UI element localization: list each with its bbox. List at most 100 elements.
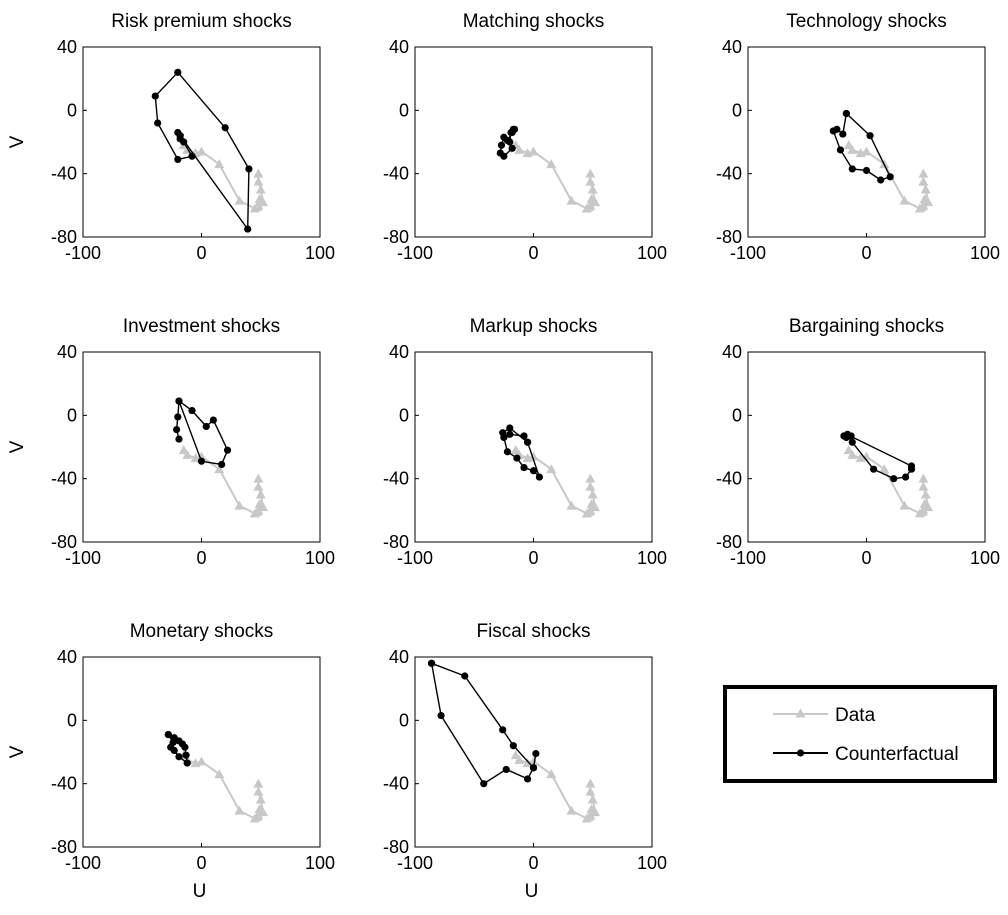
x-tick-label: -100 [730, 548, 766, 568]
counterfactual-point [183, 759, 191, 767]
counterfactual-point [209, 416, 217, 424]
data-point [590, 807, 601, 817]
y-tick-label: -80 [716, 227, 742, 247]
y-tick-label: -80 [51, 837, 77, 857]
panel-title: Investment shocks [123, 316, 280, 337]
series-counterfactual [151, 68, 253, 233]
data-point [566, 805, 577, 815]
counterfactual-point [151, 92, 159, 100]
x-tick-label: 0 [196, 548, 206, 568]
data-point [514, 144, 525, 154]
counterfactual-point [523, 438, 532, 446]
data-point [918, 505, 929, 515]
counterfactual-point [907, 462, 916, 470]
x-tick-label: 0 [528, 243, 538, 263]
counterfactual-point [223, 446, 232, 454]
data-point [253, 168, 264, 178]
data-point [918, 200, 929, 210]
y-axis-label: V [7, 135, 28, 148]
series-counterfactual [499, 424, 544, 481]
x-tick-label: 100 [305, 548, 335, 568]
axes-box [82, 656, 321, 848]
data-point [546, 159, 557, 169]
counterfactual-point [180, 138, 188, 146]
axes-box [82, 46, 321, 238]
y-tick-label: 40 [57, 37, 77, 57]
counterfactual-point [175, 397, 183, 405]
y-tick-label: 40 [57, 647, 77, 667]
x-tick-label: -100 [730, 243, 766, 263]
data-point [861, 146, 872, 156]
data-point [258, 197, 269, 207]
counterfactual-point [480, 780, 488, 788]
data-point [918, 176, 929, 186]
data-point [196, 756, 207, 766]
x-tick-label: -100 [397, 243, 433, 263]
data-point [590, 502, 601, 512]
series-counterfactual [427, 659, 540, 788]
x-tick-label: 0 [196, 853, 206, 873]
x-tick-label: 100 [305, 853, 335, 873]
data-point [214, 464, 225, 474]
counterfactual-point [902, 473, 910, 481]
series-line-counterfactual [430, 662, 537, 785]
counterfactual-point [182, 751, 190, 759]
x-tick-label: 100 [637, 853, 667, 873]
y-tick-label: -40 [383, 164, 409, 184]
counterfactual-point [173, 425, 181, 434]
data-point [255, 184, 266, 194]
counterfactual-point [502, 765, 510, 774]
x-tick-label: 100 [305, 243, 335, 263]
counterfactual-point [181, 743, 189, 751]
data-point [253, 505, 264, 515]
data-point [587, 794, 598, 804]
y-tick-label: -40 [716, 164, 742, 184]
axes-box [747, 46, 986, 238]
data-point [587, 184, 598, 194]
counterfactual-point [500, 433, 508, 442]
counterfactual-point [176, 132, 184, 140]
y-tick-label: 40 [57, 342, 77, 362]
panel-matching-shocks: Matching shocks -100 0 100 40 0 -40 -80 [383, 11, 667, 263]
counterfactual-point [221, 124, 229, 132]
counterfactual-point [496, 149, 504, 157]
data-point [234, 805, 245, 815]
counterfactual-point [497, 141, 506, 149]
y-tick-label: -40 [51, 164, 77, 184]
series-data [510, 750, 601, 823]
data-point [918, 168, 929, 178]
data-point [847, 449, 858, 459]
x-tick-label: 0 [528, 548, 538, 568]
data-point [546, 769, 557, 779]
counterfactual-point [427, 659, 436, 667]
panel-technology-shocks: Technology shocks -100 0 100 40 0 -40 -80 [716, 11, 1000, 263]
data-point [879, 464, 890, 474]
data-point [918, 473, 929, 483]
counterfactual-point [174, 413, 182, 421]
y-axis-label: V [7, 440, 28, 453]
series-data [510, 445, 601, 518]
counterfactual-point [886, 173, 894, 181]
counterfactual-point [154, 119, 162, 127]
data-point [514, 754, 525, 764]
panel-title: Monetary shocks [130, 621, 274, 642]
counterfactual-point [506, 430, 514, 438]
counterfactual-point [503, 136, 512, 145]
counterfactual-point [836, 146, 845, 154]
counterfactual-point [245, 165, 253, 173]
counterfactual-point [535, 473, 544, 481]
panel-fiscal-shocks: Fiscal shocks -100 0 100 40 0 -40 -80 U [383, 621, 667, 902]
y-tick-label: 40 [389, 342, 409, 362]
data-point [585, 473, 596, 483]
x-tick-label: -100 [397, 548, 433, 568]
counterfactual-point [839, 130, 847, 138]
panel-title: Technology shocks [786, 11, 947, 32]
data-point [253, 810, 264, 820]
data-point [253, 200, 264, 210]
data-point [920, 489, 931, 499]
panels-group: Risk premium shocks -100 0 100 40 0 -40 -80 V Mat… [7, 11, 1000, 902]
counterfactual-point [890, 475, 898, 483]
x-tick-label: 100 [970, 243, 1000, 263]
y-tick-label: 0 [399, 405, 409, 425]
y-tick-label: 0 [67, 405, 77, 425]
